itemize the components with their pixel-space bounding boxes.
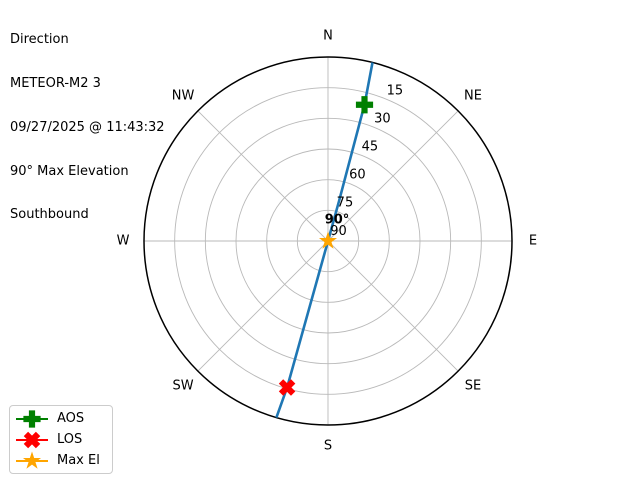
elevation-tick-label-60: 60 [349,167,366,182]
max-elevation-text: 90° Max Elevation [10,163,129,179]
legend: AOS LOS Max El [9,405,113,474]
pass-datetime: 09/27/2025 @ 11:43:32 [10,119,165,135]
elevation-tick-label-75: 75 [337,195,354,210]
compass-label-w: W [117,234,130,249]
max-el-marker-icon [16,451,48,469]
elevation-ring-15 [174,87,482,395]
los-legend-glyph [23,431,41,448]
max-el-legend-glyph [22,451,42,469]
max-elevation-annotation: 90° [325,213,350,228]
horizon-circle [143,56,513,426]
compass-label-nw: NW [172,89,195,104]
elevation-ring-45 [235,148,421,334]
elevation-ring-75 [296,209,360,273]
aos-marker-icon [16,409,48,428]
legend-item-aos: AOS [15,408,100,429]
aos-legend-glyph [23,409,41,428]
pass-direction: Southbound [10,207,89,223]
legend-label-max-el: Max El [57,453,100,468]
elevation-tick-label-45: 45 [362,139,379,154]
legend-item-max-el: Max El [15,450,100,471]
compass-label-e: E [529,234,537,249]
elevation-tick-label-30: 30 [374,111,391,126]
plot-title: Direction [10,32,69,48]
legend-label-los: LOS [57,432,83,447]
elevation-ring-60 [266,179,390,303]
compass-label-se: SE [465,378,481,393]
elevation-ring-30 [204,117,452,365]
legend-item-los: LOS [15,429,100,450]
los-marker-icon [16,431,48,448]
satellite-name: METEOR-M2 3 [10,75,101,91]
los-marker [278,379,296,396]
elevation-tick-label-90: 90 [330,224,347,239]
compass-label-n: N [323,29,333,44]
plot-title-block: Direction METEOR-M2 3 09/27/2025 @ 11:43… [10,4,165,252]
legend-label-aos: AOS [57,411,85,426]
max-el-marker [318,231,338,249]
compass-label-ne: NE [464,89,482,104]
compass-label-sw: SW [172,378,193,393]
elevation-tick-label-15: 15 [387,83,404,98]
aos-marker [355,96,374,114]
compass-label-s: S [324,439,332,454]
